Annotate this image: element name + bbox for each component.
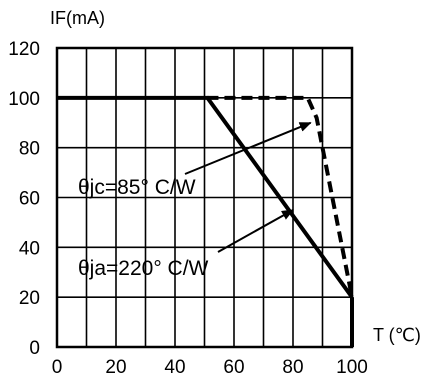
annotation-layer: θjc=85° C/W θja=220° C/W bbox=[78, 121, 312, 280]
annotation-arrow bbox=[184, 121, 312, 175]
x-tick-label: 0 bbox=[52, 357, 63, 378]
y-tick-label: 20 bbox=[19, 288, 40, 309]
annotation-label: θjc=85° C/W bbox=[78, 176, 196, 199]
tick-label-layer: 0 20 40 60 80 100 0 20 40 60 80 100 120 bbox=[8, 39, 368, 378]
x-tick-label: 40 bbox=[164, 357, 185, 378]
series-layer bbox=[57, 95, 354, 347]
series-line-dashed bbox=[207, 95, 354, 298]
y-tick-label: 100 bbox=[8, 89, 40, 110]
annotation-label: θja=220° C/W bbox=[78, 257, 209, 280]
y-tick-label: 0 bbox=[29, 338, 40, 359]
x-tick-label: 100 bbox=[336, 357, 368, 378]
x-tick-label: 60 bbox=[223, 357, 244, 378]
y-tick-label: 40 bbox=[19, 238, 40, 259]
x-axis-title: T (℃) bbox=[373, 325, 421, 345]
y-axis-title: IF(mA) bbox=[50, 8, 105, 28]
y-tick-label: 120 bbox=[8, 39, 40, 60]
y-tick-label: 80 bbox=[19, 139, 40, 160]
x-tick-label: 80 bbox=[282, 357, 303, 378]
y-tick-label: 60 bbox=[19, 189, 40, 210]
annotation-arrow bbox=[217, 209, 294, 253]
x-tick-label: 20 bbox=[105, 357, 126, 378]
plot-frame bbox=[55, 46, 354, 349]
